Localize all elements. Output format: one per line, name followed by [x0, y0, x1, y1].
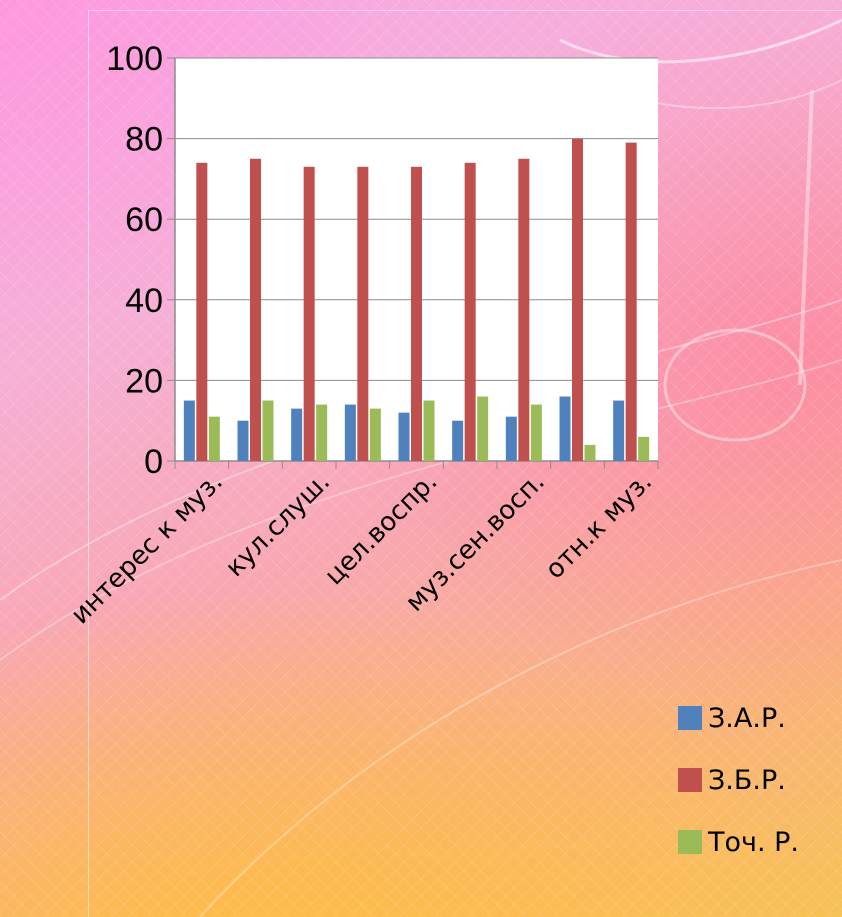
bar-2-1: [196, 162, 208, 461]
bar-2-5: [411, 166, 422, 461]
legend-item: З.А.Р.: [678, 700, 799, 736]
legend-swatch: [678, 830, 702, 854]
x-category-label: кул.слуш.: [220, 467, 336, 583]
bar-2-2: [250, 158, 261, 461]
bar-1-7: [505, 416, 517, 461]
y-tick-label: 60: [125, 201, 163, 239]
bar-2-3: [303, 166, 315, 461]
y-tick-label: 80: [125, 121, 163, 159]
legend-label: З.Б.Р.: [708, 764, 786, 796]
bar-3-4: [369, 408, 381, 461]
bar-2-4: [357, 166, 369, 461]
y-tick-label: 20: [125, 362, 163, 400]
y-tick-label: 100: [106, 40, 163, 78]
bar-3-7: [530, 404, 542, 461]
bar-2-8: [572, 138, 583, 461]
frame-line-vertical: [88, 10, 89, 917]
legend-item: Точ. Р.: [678, 824, 799, 860]
y-tick-label: 40: [125, 282, 163, 320]
legend-swatch: [678, 768, 702, 792]
bar-2-7: [518, 158, 530, 461]
bar-1-4: [344, 404, 356, 461]
bar-3-1: [208, 416, 220, 461]
bar-3-9: [638, 436, 650, 461]
bar-3-8: [584, 444, 596, 461]
legend-label: Точ. Р.: [708, 826, 799, 858]
x-category-label: интерес к муз.: [65, 467, 228, 630]
bar-3-5: [423, 400, 435, 461]
bar-1-5: [398, 412, 410, 461]
bar-1-1: [183, 400, 195, 461]
legend-swatch: [678, 706, 702, 730]
bar-1-8: [559, 396, 571, 461]
bar-3-2: [262, 400, 274, 461]
bar-1-2: [237, 420, 249, 461]
x-category-label: отн.к муз.: [540, 467, 658, 585]
legend: З.А.Р. З.Б.Р. Точ. Р.: [678, 700, 799, 886]
bar-1-3: [291, 408, 303, 461]
frame-line-top: [88, 10, 842, 11]
legend-label: З.А.Р.: [708, 702, 786, 734]
bar-2-6: [464, 162, 476, 461]
y-tick-label: 0: [144, 443, 163, 481]
bar-3-3: [316, 404, 328, 461]
bar-3-6: [477, 396, 489, 461]
bar-1-9: [613, 400, 625, 461]
legend-item: З.Б.Р.: [678, 762, 799, 798]
bar-2-9: [625, 142, 637, 461]
bar-1-6: [452, 420, 464, 461]
